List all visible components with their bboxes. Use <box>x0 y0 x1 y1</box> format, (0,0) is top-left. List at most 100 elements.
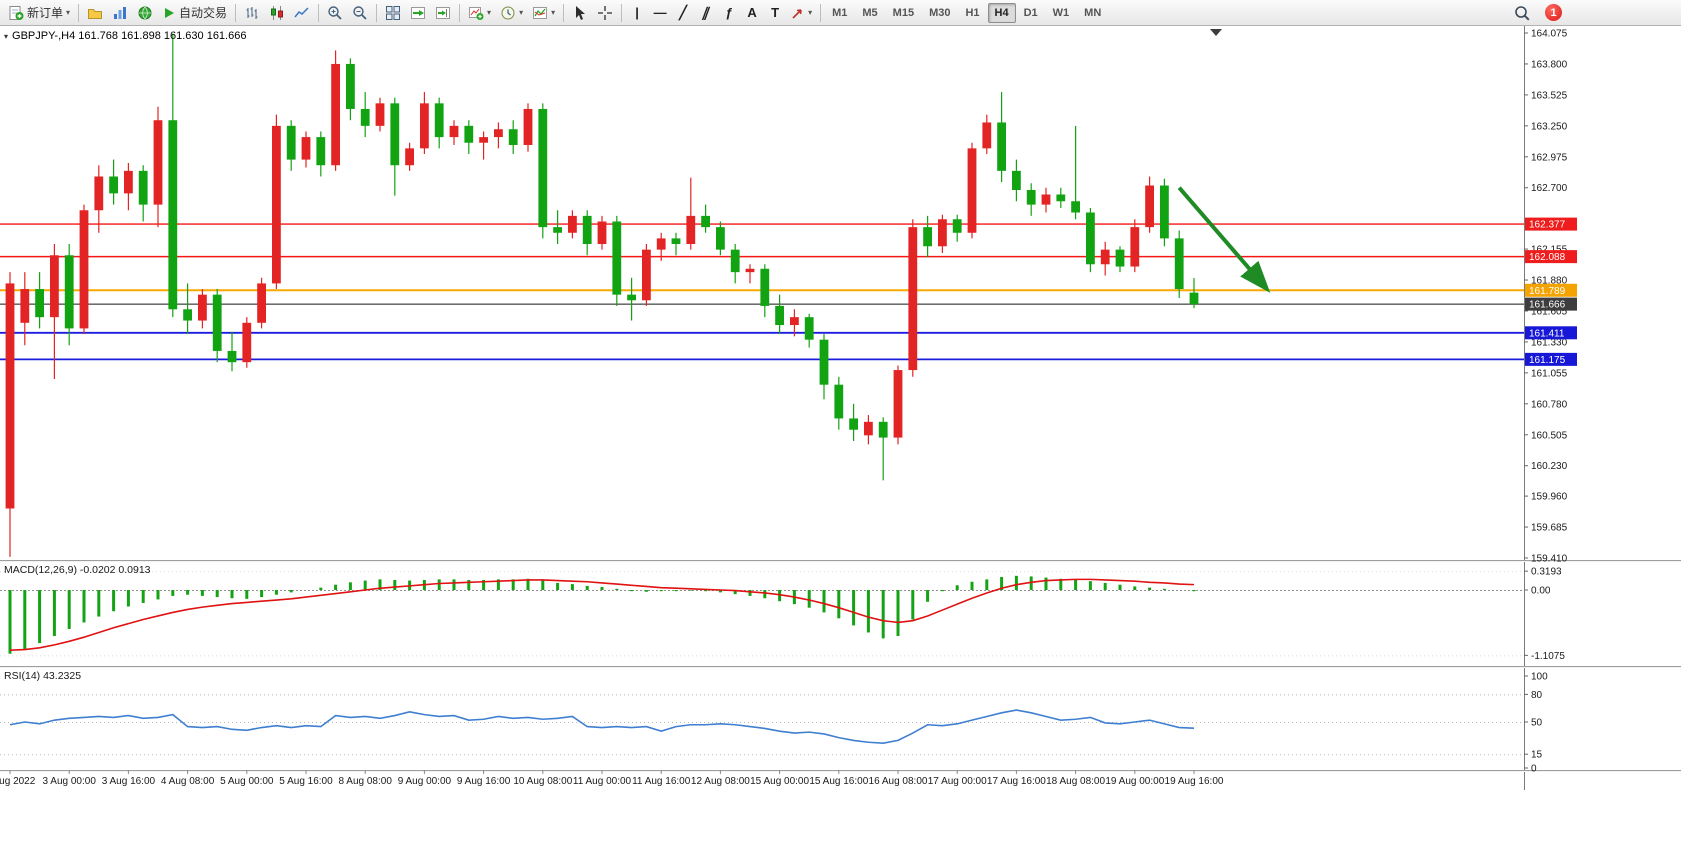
crosshair-button[interactable] <box>593 2 617 24</box>
vertical-line-tool-button[interactable]: | <box>626 2 648 24</box>
period-selector-button[interactable]: ▾ <box>496 2 527 24</box>
autotrading-button[interactable]: 自动交易 <box>158 2 231 24</box>
rsi-indicator-label: RSI(14) 43.2325 <box>4 670 82 682</box>
new-chart-icon <box>469 6 484 20</box>
crosshair-icon <box>598 5 613 20</box>
new-order-button[interactable]: 新订单 ▾ <box>4 2 74 24</box>
toolbar-separator <box>78 3 80 22</box>
chart-ohlc-header: ▾ GBPJPY-,H4 161.768 161.898 161.630 161… <box>4 30 246 42</box>
fibonacci-icon: ƒ <box>725 5 733 20</box>
svg-text:15 Aug 16:00: 15 Aug 16:00 <box>809 776 868 787</box>
svg-text:17 Aug 00:00: 17 Aug 00:00 <box>928 776 987 787</box>
auto-scroll-button[interactable] <box>406 2 430 24</box>
chevron-down-icon: ▾ <box>808 7 813 17</box>
channel-tool-button[interactable]: ∥ <box>695 2 717 24</box>
text-tool-icon: A <box>747 5 757 20</box>
svg-text:162.975: 162.975 <box>1531 152 1568 163</box>
trendline-icon: ╱ <box>679 4 687 20</box>
candles-layer <box>5 33 1199 557</box>
svg-text:160.230: 160.230 <box>1531 461 1568 472</box>
candlestick-chart-button[interactable] <box>265 2 289 24</box>
svg-text:80: 80 <box>1531 690 1543 701</box>
timeframe-button-h1[interactable]: H1 <box>965 6 980 19</box>
zoom-out-icon <box>353 5 367 20</box>
svg-text:100: 100 <box>1531 672 1548 683</box>
channel-icon: ∥ <box>700 4 713 20</box>
svg-text:161.605: 161.605 <box>1531 306 1568 317</box>
notification-badge[interactable]: 1 <box>1545 4 1562 21</box>
horizontal-line-tool-button[interactable]: — <box>649 2 671 24</box>
trendline-tool-button[interactable]: ╱ <box>672 2 694 24</box>
svg-text:160.505: 160.505 <box>1531 430 1568 441</box>
down-arrow-annotation[interactable] <box>1177 186 1271 293</box>
svg-text:163.800: 163.800 <box>1531 59 1568 70</box>
timeframe-button-mn[interactable]: MN <box>1084 6 1102 19</box>
svg-text:8 Aug 08:00: 8 Aug 08:00 <box>339 776 393 787</box>
svg-text:15 Aug 00:00: 15 Aug 00:00 <box>750 776 809 787</box>
chart-shift-marker[interactable] <box>1210 29 1222 36</box>
svg-text:161.175: 161.175 <box>1529 355 1566 366</box>
timeframe-button-d1[interactable]: D1 <box>1023 6 1038 19</box>
panel-separators <box>0 560 1681 772</box>
new-chart-button[interactable]: ▾ <box>464 2 495 24</box>
search-icon <box>1515 5 1530 21</box>
svg-text:9 Aug 00:00: 9 Aug 00:00 <box>398 776 452 787</box>
svg-text:11 Aug 00:00: 11 Aug 00:00 <box>573 776 632 787</box>
timeframe-button-w1[interactable]: W1 <box>1052 6 1070 19</box>
text-tool-button[interactable]: A <box>741 2 763 24</box>
toolbar: 新订单 ▾ 自动交易 ▾ ▾ ▾ | — ╱ ∥ ƒ <box>0 0 1681 26</box>
chart-menu-icon[interactable]: ▾ <box>4 31 9 41</box>
indicator-icon <box>533 6 548 19</box>
svg-text:0.3193: 0.3193 <box>1531 567 1562 578</box>
time-axis[interactable]: 2 Aug 2022 3 Aug 00:00 3 Aug 16:00 4 Aug 08… <box>0 770 1224 787</box>
price-axis[interactable]: 164.075 163.800 163.525 163.250 162.975 162.7… <box>1524 29 1568 565</box>
timeframe-button-m15[interactable]: M15 <box>892 6 915 19</box>
timeframe-button-m1[interactable]: M1 <box>832 6 848 19</box>
fibonacci-tool-button[interactable]: ƒ <box>718 2 740 24</box>
svg-text:161.880: 161.880 <box>1531 276 1568 287</box>
ohlc-bars-icon <box>246 6 258 19</box>
auto-scroll-icon <box>411 6 426 19</box>
svg-text:164.075: 164.075 <box>1531 29 1568 40</box>
search-button[interactable] <box>1510 2 1535 24</box>
market-watch-button[interactable] <box>108 2 132 24</box>
toolbar-separator <box>235 3 237 22</box>
svg-text:160.780: 160.780 <box>1531 399 1568 410</box>
svg-text:2 Aug 2022: 2 Aug 2022 <box>0 776 36 787</box>
svg-text:162.088: 162.088 <box>1529 252 1566 263</box>
svg-text:12 Aug 08:00: 12 Aug 08:00 <box>691 776 750 787</box>
label-tool-button[interactable]: T <box>764 2 786 24</box>
zoom-in-button[interactable] <box>323 2 347 24</box>
svg-text:-1.1075: -1.1075 <box>1531 651 1565 662</box>
arrows-tool-button[interactable]: ▾ <box>787 2 816 24</box>
toolbar-separator <box>621 3 623 22</box>
chart-shift-button[interactable] <box>431 2 455 24</box>
clock-icon <box>501 6 515 19</box>
cursor-arrow-icon <box>576 5 586 20</box>
cursor-button[interactable] <box>568 2 592 24</box>
svg-text:5 Aug 16:00: 5 Aug 16:00 <box>279 776 333 787</box>
alerts-button[interactable] <box>133 2 157 24</box>
folder-icon <box>88 8 103 19</box>
timeframe-button-h4[interactable]: H4 <box>987 2 1016 23</box>
indicators-button[interactable]: ▾ <box>528 2 559 24</box>
notification-count: 1 <box>1550 6 1557 19</box>
svg-text:10 Aug 08:00: 10 Aug 08:00 <box>513 776 572 787</box>
price-tags: 162.377 162.088 161.789 161.666 161.411 161.1… <box>1525 217 1577 366</box>
svg-text:161.411: 161.411 <box>1529 328 1565 339</box>
timeframe-button-m30[interactable]: M30 <box>929 6 951 19</box>
macd-panel: 0.3193 0.00 -1.1075 <box>0 567 1565 662</box>
svg-text:0.00: 0.00 <box>1531 586 1551 597</box>
toolbar-separator <box>376 3 378 22</box>
svg-text:0: 0 <box>1531 764 1537 775</box>
play-icon <box>165 7 175 18</box>
timeframe-button-m5[interactable]: M5 <box>862 6 878 19</box>
tile-windows-button[interactable] <box>381 2 405 24</box>
profiles-button[interactable] <box>83 2 107 24</box>
line-chart-button[interactable] <box>290 2 314 24</box>
zoom-out-button[interactable] <box>348 2 372 24</box>
new-order-label: 新订单 <box>27 6 64 20</box>
svg-text:19 Aug 00:00: 19 Aug 00:00 <box>1105 776 1164 787</box>
bar-chart-button[interactable] <box>240 2 264 24</box>
